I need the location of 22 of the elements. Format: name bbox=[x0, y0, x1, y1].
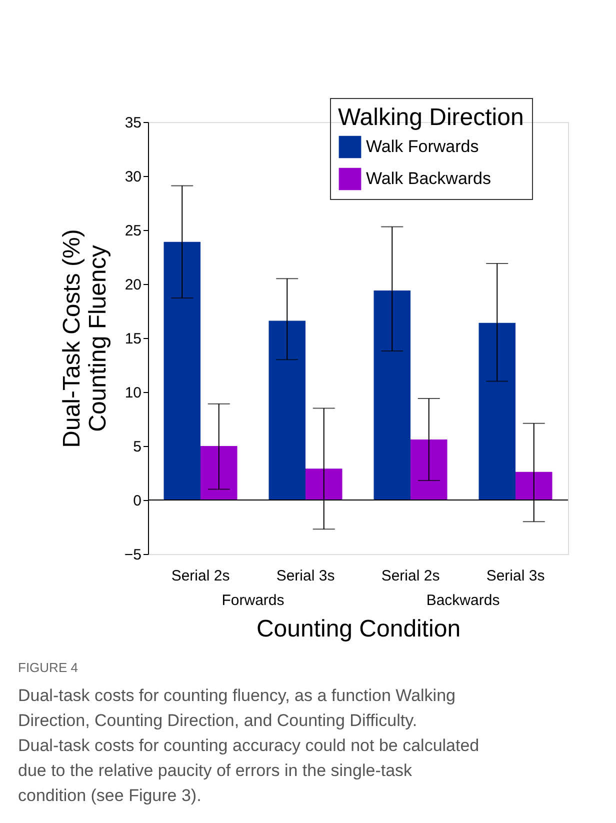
y-tick-label: 0 bbox=[133, 492, 142, 510]
x-tick-label: Serial 3s bbox=[276, 568, 335, 584]
y-tick-label: 10 bbox=[124, 384, 142, 402]
y-tick-label: 25 bbox=[124, 222, 142, 240]
y-tick-label: 20 bbox=[124, 276, 142, 294]
x-axis-title: Counting Condition bbox=[256, 616, 461, 642]
y-tick-label: 35 bbox=[124, 114, 142, 132]
y-tick-label: −5 bbox=[124, 546, 142, 564]
legend-label: Walk Forwards bbox=[366, 137, 479, 156]
y-tick-label: 5 bbox=[133, 438, 142, 456]
y-tick-label: 15 bbox=[124, 330, 142, 348]
text: Backwards bbox=[426, 592, 500, 609]
legend-title: Walking Direction bbox=[338, 104, 524, 131]
legend-label: Walk Backwards bbox=[366, 169, 492, 188]
y-axis-title: Dual-Task Costs (%) Counting Fluency bbox=[58, 229, 112, 448]
caption: FIGURE 4 bbox=[18, 660, 78, 675]
x-tick-label: Serial 2s bbox=[381, 568, 440, 584]
text: Dual-task costs for counting fluency, as a function Walking Direction, Counting Direction, and Counting Difficulty. Dual-task costs for counting accuracy could not be calculated due to the relative paucity of errors in the single-task condition (see Figure 3). bbox=[18, 686, 480, 805]
x-tick-label: Serial 2s bbox=[171, 568, 230, 584]
text: Forwards bbox=[222, 592, 284, 609]
x-tick-label: Serial 3s bbox=[486, 568, 545, 584]
y-tick-label: 30 bbox=[124, 168, 142, 186]
